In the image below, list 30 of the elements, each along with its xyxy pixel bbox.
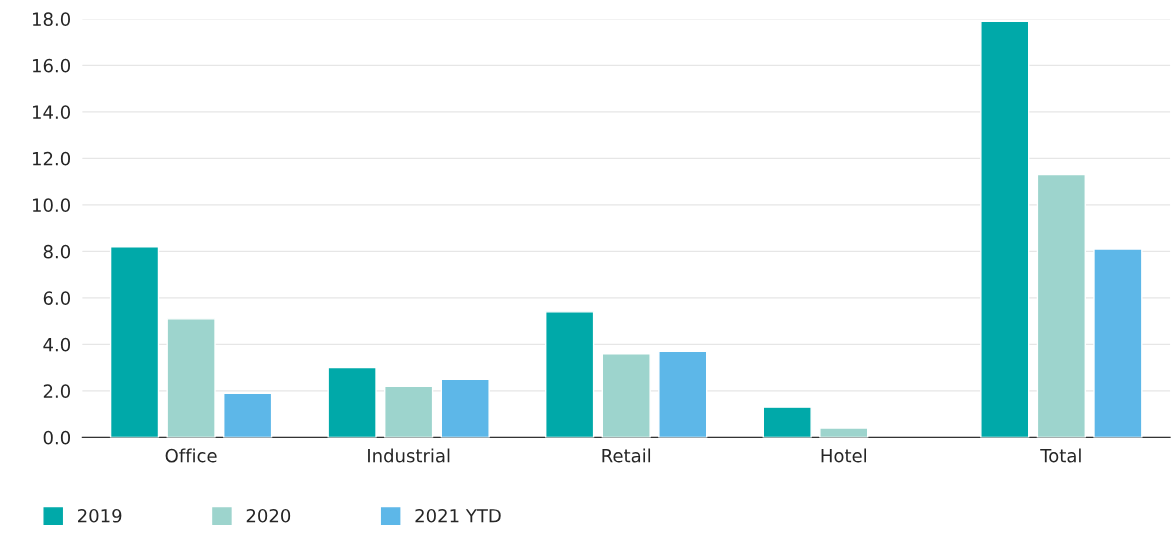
y-tick-label: 0.0 [43, 430, 71, 445]
y-tick-label: 8.0 [43, 244, 71, 259]
y-tick-label: 12.0 [32, 151, 71, 166]
bar [545, 311, 595, 438]
y-tick-label: 16.0 [32, 58, 71, 73]
x-tick-label: Retail [602, 448, 651, 463]
bar [327, 366, 377, 438]
bar [1093, 248, 1143, 438]
legend-label: 2021 YTD [415, 508, 501, 523]
y-tick-label: 14.0 [32, 105, 71, 120]
y-tick-label: 10.0 [32, 198, 71, 213]
bar [601, 353, 651, 438]
bar [166, 318, 216, 438]
bar [440, 378, 490, 438]
bar [384, 385, 434, 438]
legend-label: 2020 [246, 508, 291, 523]
legend-label: 2019 [78, 508, 122, 523]
y-tick-label: 4.0 [43, 337, 71, 352]
x-tick-label: Office [165, 448, 217, 463]
x-tick-label: Total [1040, 448, 1081, 463]
x-tick-label: Hotel [821, 448, 866, 463]
y-tick-label: 18.0 [32, 12, 71, 27]
y-tick-label: 6.0 [43, 291, 71, 306]
bar [762, 406, 812, 438]
y-tick-label: 2.0 [43, 384, 71, 399]
bar [109, 246, 160, 438]
bar [658, 350, 708, 438]
bar [819, 427, 869, 438]
x-tick-label: Industrial [368, 448, 450, 463]
bar [223, 392, 273, 438]
